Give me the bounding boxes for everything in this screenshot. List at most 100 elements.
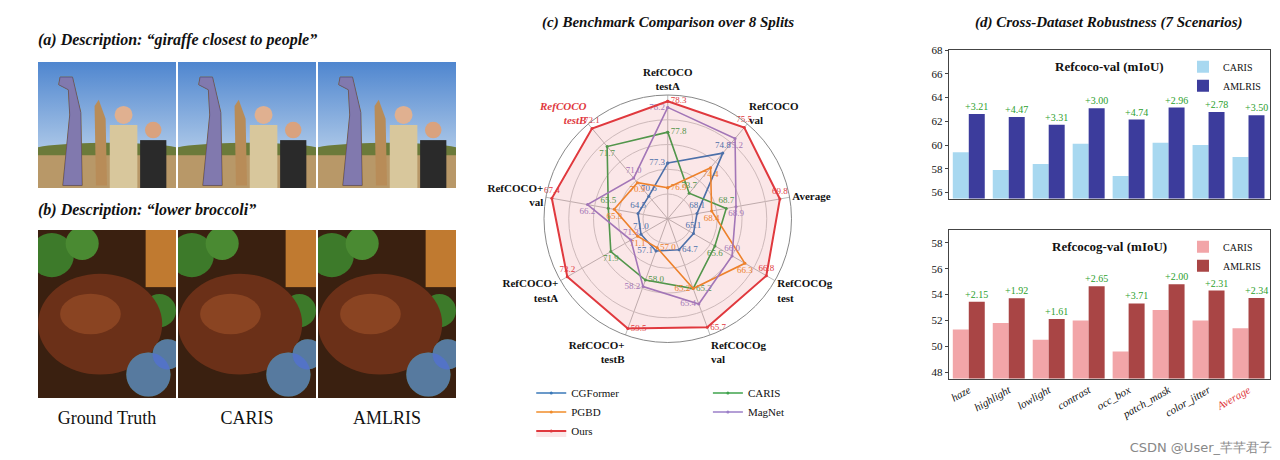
- svg-text:65.1: 65.1: [686, 220, 702, 230]
- svg-text:haze: haze: [949, 383, 973, 404]
- svg-text:+1.92: +1.92: [1005, 285, 1028, 296]
- svg-text:56: 56: [932, 263, 944, 275]
- svg-text:74.8: 74.8: [715, 140, 731, 150]
- svg-text:77.3: 77.3: [649, 157, 665, 167]
- svg-text:AMLRIS: AMLRIS: [1223, 81, 1261, 92]
- svg-text:66.8: 66.8: [758, 263, 774, 273]
- svg-text:74.4: 74.4: [703, 169, 719, 179]
- svg-text:CARIS: CARIS: [748, 387, 780, 399]
- svg-text:68: 68: [932, 44, 944, 56]
- svg-text:Average: Average: [1214, 383, 1252, 412]
- svg-text:+3.50: +3.50: [1245, 102, 1268, 113]
- svg-text:68.7: 68.7: [718, 195, 734, 205]
- svg-text:58.0: 58.0: [648, 274, 664, 284]
- svg-text:64.7: 64.7: [682, 244, 698, 254]
- svg-text:Refcoco-val (mIoU): Refcoco-val (mIoU): [1055, 59, 1164, 74]
- svg-text:color_jitter: color_jitter: [1163, 383, 1213, 419]
- svg-text:52: 52: [932, 314, 943, 326]
- svg-text:contrast: contrast: [1055, 383, 1093, 412]
- svg-text:75.2: 75.2: [727, 140, 743, 150]
- svg-text:Average: Average: [792, 190, 830, 202]
- svg-text:67.4: 67.4: [544, 185, 560, 195]
- svg-text:68.1: 68.1: [689, 200, 705, 210]
- svg-text:occ_box: occ_box: [1095, 383, 1133, 412]
- svg-text:71.3: 71.3: [623, 227, 639, 237]
- svg-text:68.9: 68.9: [728, 208, 744, 218]
- svg-text:+2.15: +2.15: [965, 289, 988, 300]
- svg-text:CARIS: CARIS: [1223, 242, 1252, 253]
- svg-text:highlight: highlight: [972, 383, 1013, 414]
- svg-text:65.4: 65.4: [680, 298, 696, 308]
- svg-text:71.9: 71.9: [603, 253, 619, 263]
- svg-text:71.7: 71.7: [599, 148, 615, 158]
- svg-text:66: 66: [932, 68, 944, 80]
- svg-text:65.2: 65.2: [675, 283, 691, 293]
- svg-text:+1.61: +1.61: [1045, 306, 1068, 317]
- svg-text:lowlight: lowlight: [1015, 383, 1053, 412]
- svg-text:78.2: 78.2: [649, 102, 665, 112]
- svg-text:58.2: 58.2: [624, 281, 640, 291]
- svg-text:RefCOCO+testB: RefCOCO+testB: [569, 339, 625, 365]
- svg-text:+4.47: +4.47: [1005, 104, 1028, 115]
- svg-text:RefCOCOval: RefCOCOval: [749, 100, 799, 126]
- svg-text:48: 48: [932, 366, 944, 378]
- svg-text:71.0: 71.0: [626, 165, 642, 175]
- svg-text:Ours: Ours: [571, 425, 592, 437]
- svg-text:+2.00: +2.00: [1165, 271, 1188, 282]
- svg-text:72.1: 72.1: [584, 115, 600, 125]
- svg-text:+2.65: +2.65: [1085, 273, 1108, 284]
- svg-text:54: 54: [932, 288, 944, 300]
- svg-text:66.3: 66.3: [737, 265, 753, 275]
- svg-text:60: 60: [932, 139, 944, 151]
- svg-text:50: 50: [932, 340, 944, 352]
- svg-text:77.8: 77.8: [671, 126, 687, 136]
- svg-text:CARIS: CARIS: [220, 408, 273, 428]
- svg-text:+2.34: +2.34: [1245, 285, 1268, 296]
- svg-text:PGBD: PGBD: [571, 406, 600, 418]
- svg-text:RefCOCOtestA: RefCOCOtestA: [643, 66, 693, 92]
- svg-text:+3.31: +3.31: [1045, 112, 1068, 123]
- svg-text:66.0: 66.0: [724, 243, 740, 253]
- svg-text:RefCOCO+val: RefCOCO+val: [487, 182, 543, 208]
- svg-text:AMLRIS: AMLRIS: [1223, 261, 1261, 272]
- svg-text:66.2: 66.2: [580, 206, 596, 216]
- svg-text:65.7: 65.7: [710, 322, 726, 332]
- svg-text:69.8: 69.8: [772, 186, 788, 196]
- svg-text:58: 58: [932, 237, 944, 249]
- svg-text:70.6: 70.6: [641, 183, 657, 193]
- svg-text:78.3: 78.3: [671, 95, 687, 105]
- svg-text:62: 62: [932, 115, 943, 127]
- svg-text:+2.78: +2.78: [1205, 99, 1228, 110]
- svg-text:73.2: 73.2: [559, 264, 575, 274]
- svg-text:MagNet: MagNet: [748, 406, 784, 418]
- svg-text:+4.74: +4.74: [1125, 107, 1148, 118]
- svg-text:+3.21: +3.21: [965, 101, 988, 112]
- svg-text:(d) Cross-Dataset Robustness (: (d) Cross-Dataset Robustness (7 Scenario…: [975, 14, 1243, 31]
- svg-text:57.0: 57.0: [660, 242, 676, 252]
- svg-text:58: 58: [932, 163, 944, 175]
- svg-text:73.7: 73.7: [681, 180, 697, 190]
- svg-text:71.0: 71.0: [633, 221, 649, 231]
- svg-text:71.1: 71.1: [630, 238, 646, 248]
- svg-text:76.9: 76.9: [671, 182, 687, 192]
- svg-text:65.5: 65.5: [600, 195, 616, 205]
- svg-text:RefCOCOtestB: RefCOCOtestB: [539, 100, 587, 126]
- svg-text:+3.71: +3.71: [1125, 290, 1148, 301]
- svg-text:64.5: 64.5: [630, 200, 646, 210]
- svg-text:70.9: 70.9: [630, 184, 646, 194]
- svg-text:59.5: 59.5: [631, 323, 647, 333]
- svg-text:RefCOCOgval: RefCOCOgval: [711, 339, 766, 365]
- svg-text:56: 56: [932, 186, 944, 198]
- svg-text:57.1: 57.1: [637, 245, 653, 255]
- svg-text:RefCOCOgtest: RefCOCOgtest: [777, 277, 832, 303]
- svg-text:patch_mask: patch_mask: [1120, 383, 1173, 421]
- svg-text:75.5: 75.5: [736, 114, 752, 124]
- svg-text:65.2: 65.2: [696, 283, 712, 293]
- svg-text:Ground Truth: Ground Truth: [58, 408, 157, 428]
- svg-text:CGFormer: CGFormer: [571, 387, 619, 399]
- svg-text:+3.00: +3.00: [1085, 95, 1108, 106]
- svg-text:68.4: 68.4: [704, 213, 720, 223]
- svg-text:(c) Benchmark Comparison over: (c) Benchmark Comparison over 8 Splits: [542, 14, 794, 31]
- svg-text:+2.96: +2.96: [1165, 95, 1188, 106]
- svg-text:AMLRIS: AMLRIS: [353, 408, 421, 428]
